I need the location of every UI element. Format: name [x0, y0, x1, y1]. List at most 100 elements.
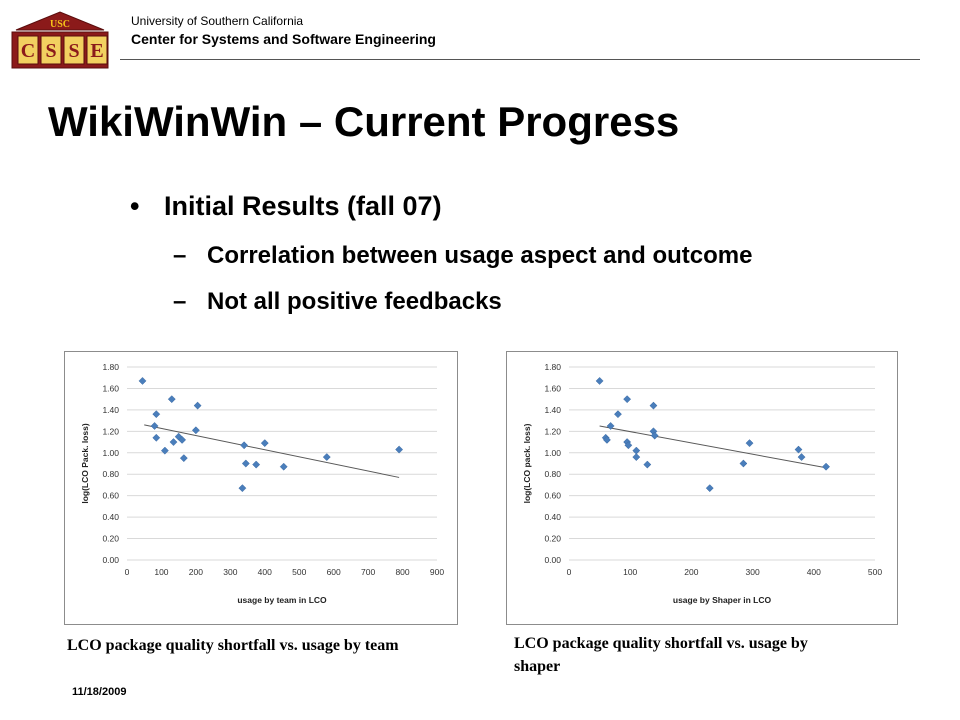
x-tick-label: 100 — [623, 567, 637, 577]
bullet-text: Initial Results (fall 07) — [164, 191, 442, 221]
logo-letter-tile — [86, 35, 108, 65]
data-point — [138, 376, 147, 385]
slide-title: WikiWinWin – Current Progress — [48, 98, 680, 145]
y-tick-label: 0.40 — [544, 512, 561, 522]
data-point — [179, 454, 188, 463]
data-point — [160, 446, 169, 455]
data-point — [252, 460, 261, 469]
y-tick-label: 1.40 — [544, 405, 561, 415]
data-point — [614, 410, 622, 419]
x-tick-label: 600 — [327, 567, 341, 577]
y-tick-label: 0.60 — [102, 491, 119, 501]
data-point — [152, 433, 161, 442]
data-point — [152, 410, 161, 419]
data-point — [322, 453, 331, 462]
x-tick-label: 800 — [395, 567, 409, 577]
x-tick-label: 700 — [361, 567, 375, 577]
y-tick-label: 0.40 — [102, 512, 119, 522]
logo-letter: E — [90, 40, 103, 62]
data-point — [279, 462, 288, 471]
x-tick-label: 300 — [223, 567, 237, 577]
data-point — [167, 395, 176, 404]
logo-usc-text: USC — [50, 19, 70, 30]
data-point — [238, 484, 247, 493]
data-point — [193, 401, 202, 410]
x-tick-label: 0 — [125, 567, 130, 577]
dash-glyph: – — [173, 242, 187, 269]
caption-shaper: LCO package quality shortfall vs. usage … — [514, 635, 808, 675]
x-axis-label: usage by team in LCO — [237, 595, 327, 605]
y-axis-label: log(LCO Pack. loss) — [80, 423, 90, 503]
x-tick-label: 500 — [868, 567, 882, 577]
data-point — [632, 453, 641, 462]
data-point — [643, 460, 652, 469]
university-name: University of Southern California — [131, 14, 304, 28]
y-tick-label: 1.00 — [544, 448, 561, 458]
x-tick-label: 100 — [154, 567, 168, 577]
y-tick-label: 1.40 — [102, 405, 119, 415]
data-point — [260, 439, 269, 448]
x-tick-label: 900 — [430, 567, 444, 577]
y-tick-label: 0.80 — [102, 469, 119, 479]
header-divider — [120, 59, 920, 60]
y-tick-label: 1.00 — [102, 448, 119, 458]
logo-letter: S — [68, 40, 79, 62]
trendline — [144, 424, 400, 478]
x-tick-label: 400 — [258, 567, 272, 577]
bullet-initial-results: • Initial Results (fall 07) — [130, 191, 442, 222]
data-point — [169, 438, 178, 447]
subbullet-feedbacks: – Not all positive feedbacks — [173, 288, 502, 316]
data-point — [649, 401, 658, 410]
data-point — [606, 422, 615, 430]
y-tick-label: 1.80 — [544, 362, 561, 372]
y-tick-label: 0.20 — [102, 534, 119, 544]
data-point — [794, 445, 803, 454]
x-tick-label: 200 — [684, 567, 698, 577]
y-tick-label: 0.20 — [544, 534, 561, 544]
logo-letter-tile — [40, 35, 62, 65]
data-point — [624, 441, 633, 450]
chart-usage-by-shaper: 0.00 0.20 0.40 0.60 0.80 1.00 1.20 1.40 1.60 1.80… — [506, 351, 898, 625]
y-tick-label: 0.80 — [544, 469, 561, 479]
data-point — [745, 439, 754, 448]
caption-team: LCO package quality shortfall vs. usage … — [67, 637, 399, 654]
x-tick-label: 400 — [807, 567, 821, 577]
scatter-plot-shaper: 0.00 0.20 0.40 0.60 0.80 1.00 1.20 1.40 1.60 1.80… — [522, 362, 882, 605]
y-tick-label: 1.60 — [544, 383, 561, 393]
y-tick-label: 1.20 — [102, 426, 119, 436]
y-tick-label: 1.20 — [544, 426, 561, 436]
chart-usage-by-team: 0.00 0.20 0.40 0.60 0.80 1.00 1.20 1.40 1.60 1.80… — [64, 351, 458, 625]
y-tick-label: 0.00 — [102, 555, 119, 565]
scatter-plot-team: 0.00 0.20 0.40 0.60 0.80 1.00 1.20 1.40 1.60 1.80… — [80, 362, 444, 605]
data-point — [240, 441, 249, 450]
y-axis-label: log(LCO pack. loss) — [522, 423, 532, 503]
logo-letter-tile — [63, 35, 85, 65]
center-name: Center for Systems and Software Engineer… — [131, 31, 436, 47]
data-point — [797, 453, 806, 462]
y-tick-label: 1.80 — [102, 362, 119, 372]
subbullet-text: Not all positive feedbacks — [207, 288, 502, 315]
y-tick-label: 1.60 — [102, 383, 119, 393]
data-point — [191, 426, 200, 435]
y-tick-label: 0.60 — [544, 491, 561, 501]
dash-glyph: – — [173, 288, 187, 315]
data-point — [623, 395, 632, 404]
logo-letter-tile — [17, 35, 39, 65]
slide-date: 11/18/2009 — [72, 686, 127, 698]
data-point — [650, 431, 659, 440]
subbullet-text: Correlation between usage aspect and out… — [207, 242, 753, 269]
logo-letter: S — [45, 40, 56, 62]
data-point — [705, 484, 714, 493]
subbullet-correlation: – Correlation between usage aspect and ou… — [173, 242, 752, 270]
bullet-glyph: • — [130, 191, 140, 221]
logo-letter: C — [21, 40, 35, 62]
data-point — [602, 435, 611, 444]
data-point — [241, 459, 250, 468]
data-point — [822, 462, 830, 471]
data-point — [739, 459, 748, 468]
x-tick-label: 200 — [189, 567, 203, 577]
x-tick-label: 500 — [292, 567, 306, 577]
y-tick-label: 0.00 — [544, 555, 561, 565]
x-axis-label: usage by Shaper in LCO — [673, 595, 772, 605]
